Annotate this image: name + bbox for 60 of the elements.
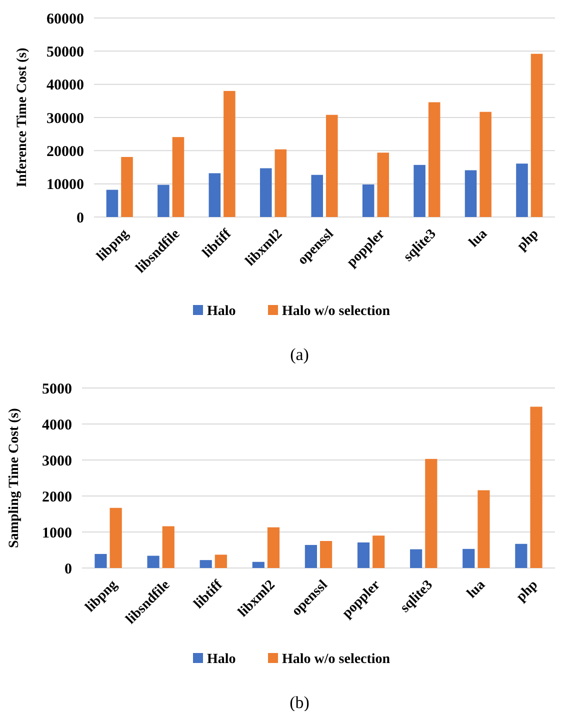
x-tick-label: lua [466, 226, 490, 251]
legend-label: Halo w/o selection [282, 304, 390, 319]
bar [362, 184, 374, 217]
bar [326, 114, 338, 217]
y-tick-label: 0 [64, 561, 72, 578]
y-tick-label: 20000 [46, 144, 84, 160]
y-tick-label: 10000 [46, 177, 84, 194]
bar [410, 549, 422, 568]
bar [464, 170, 477, 217]
y-tick-label: 40000 [46, 78, 84, 94]
y-tick-label: 5000 [42, 381, 72, 398]
y-tick-label: 60000 [46, 11, 84, 28]
bar [357, 542, 370, 568]
bar [428, 102, 440, 217]
y-axis-title: Sampling Time Cost (s) [7, 408, 22, 548]
bar [377, 152, 390, 217]
bar [200, 560, 212, 568]
bar [94, 554, 107, 568]
bar [121, 156, 133, 217]
y-tick-label: 50000 [46, 44, 84, 60]
bar [208, 173, 221, 217]
y-tick-label: 0 [76, 210, 84, 226]
legend-label: Halo [207, 652, 236, 667]
x-tick-label: php [514, 578, 542, 605]
bar [515, 544, 528, 568]
bar [158, 184, 170, 217]
bar [224, 90, 236, 217]
bar [147, 556, 160, 568]
bar [311, 174, 323, 217]
bar [530, 54, 543, 217]
bar [425, 458, 438, 568]
bar [320, 541, 332, 568]
bar [516, 164, 528, 217]
y-tick-label: 30000 [46, 110, 84, 127]
bar [274, 149, 287, 217]
bar [214, 554, 227, 568]
bar [304, 544, 317, 568]
bar [252, 562, 264, 568]
bar [478, 490, 490, 568]
legend-label: Halo [207, 304, 236, 319]
bar [462, 548, 475, 568]
bar [267, 527, 280, 568]
bar [172, 137, 184, 217]
y-tick-label: 1000 [42, 525, 72, 542]
text: (a) [290, 345, 309, 364]
y-tick-label: 4000 [42, 417, 72, 434]
y-tick-label: 2000 [42, 489, 72, 506]
y-tick-label: 3000 [42, 453, 72, 470]
bar [110, 508, 122, 568]
bar [530, 406, 542, 568]
bar [260, 168, 272, 217]
y-axis-title: Inference Time Cost (s) [15, 47, 30, 188]
legend-label: Halo w/o selection [282, 652, 390, 667]
bar [414, 164, 426, 217]
bar [162, 526, 174, 568]
bar [106, 190, 118, 217]
bar [372, 536, 385, 568]
x-tick-label: php [514, 226, 542, 254]
x-tick-label: lua [464, 578, 488, 602]
bar [480, 112, 492, 217]
